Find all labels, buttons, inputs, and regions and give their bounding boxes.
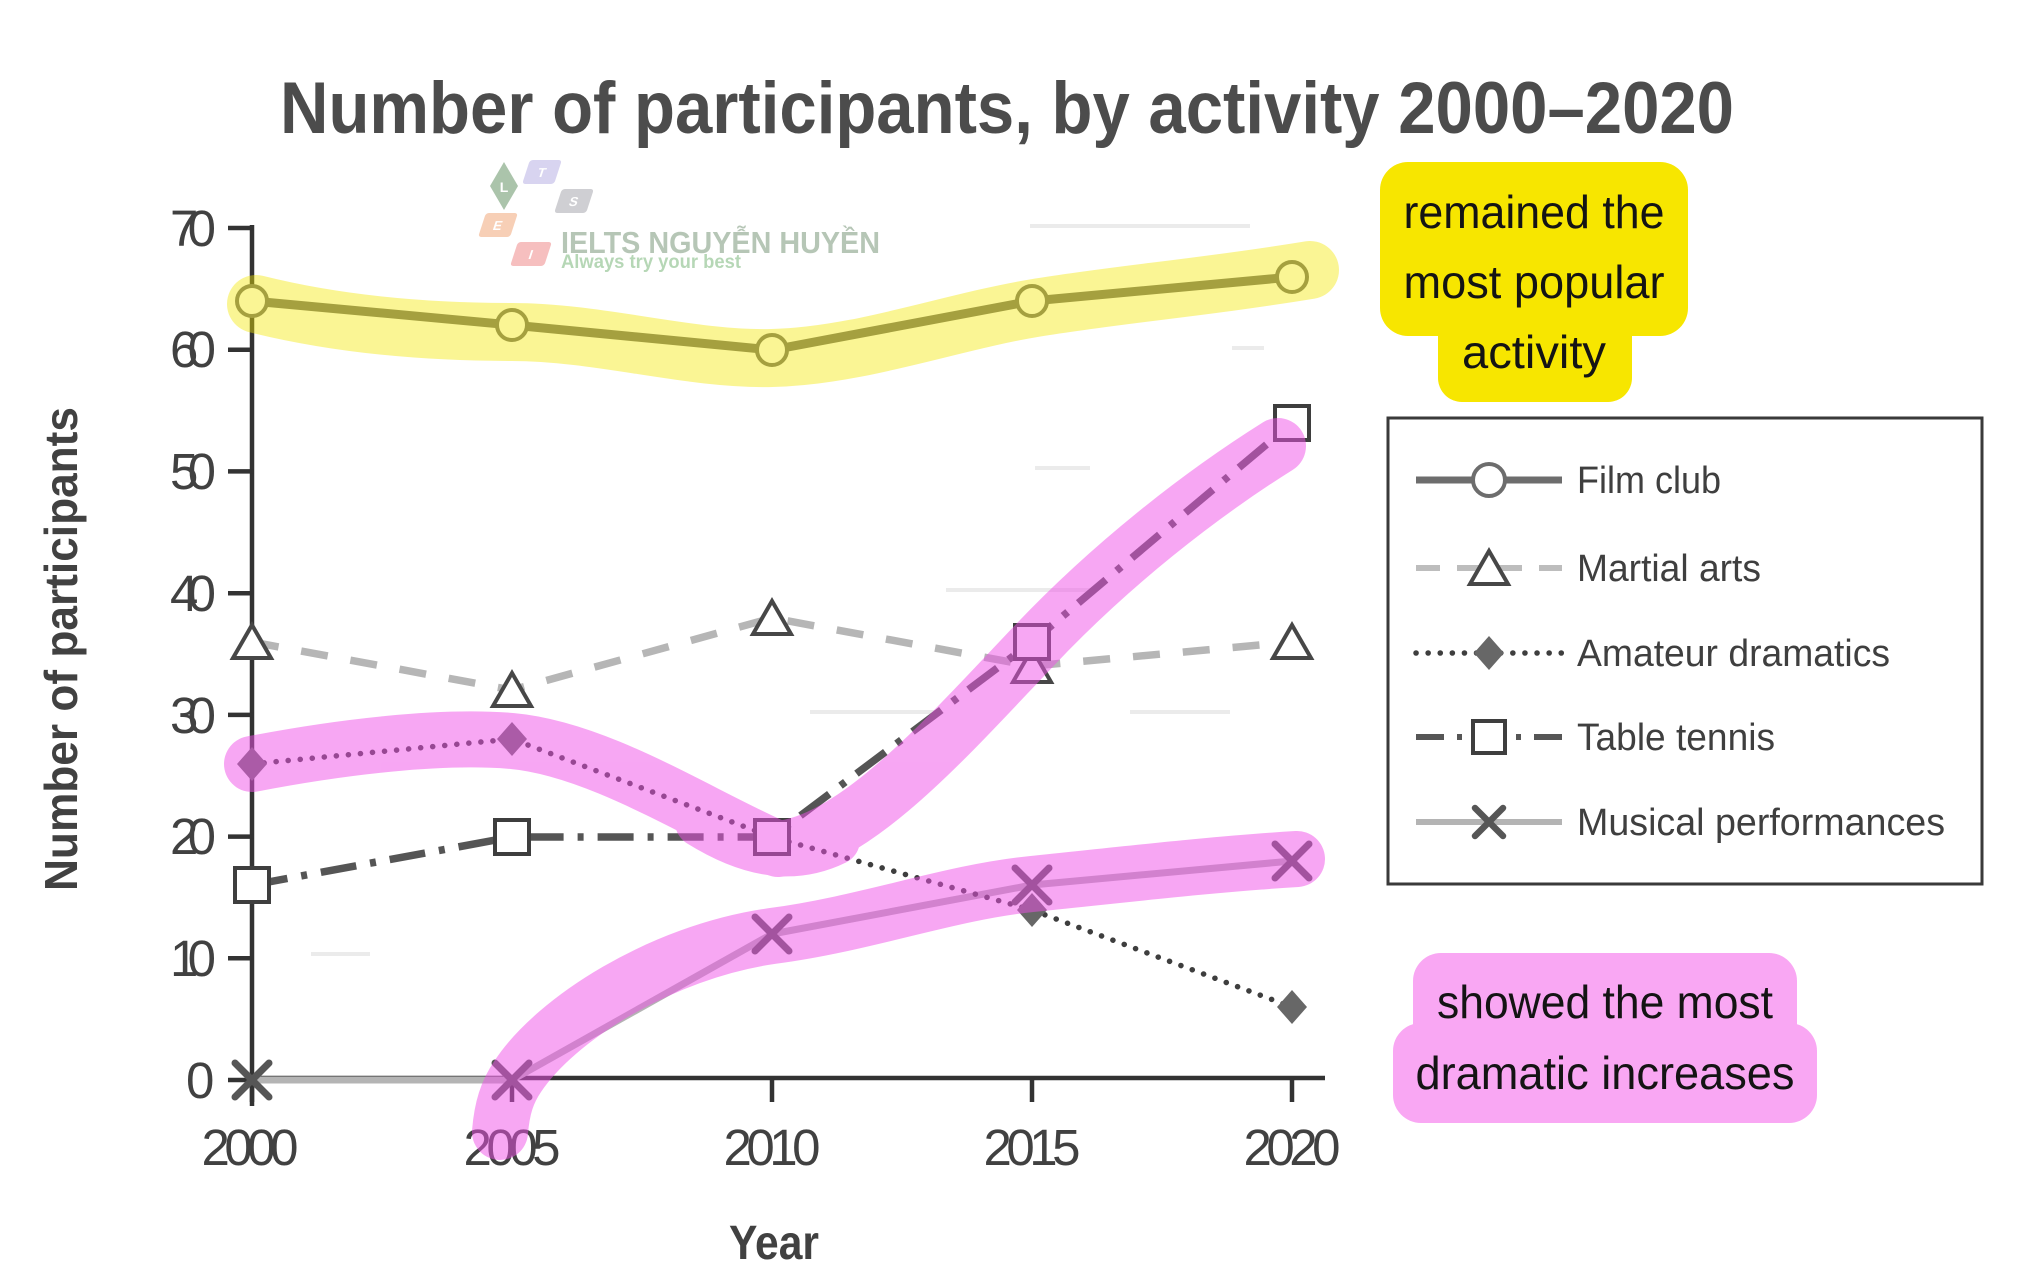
svg-text:Number of participants: Number of participants [35, 407, 87, 891]
svg-text:showed the most: showed the most [1437, 976, 1773, 1028]
svg-text:Number of participants, by act: Number of participants, by activity 2000… [280, 68, 1734, 149]
svg-text:0: 0 [186, 1052, 214, 1109]
svg-text:Always try your best: Always try your best [561, 252, 742, 273]
svg-text:2000: 2000 [202, 1119, 299, 1176]
svg-text:Table tennis: Table tennis [1577, 717, 1775, 759]
svg-text:Year: Year [729, 1217, 819, 1270]
svg-text:2015: 2015 [984, 1119, 1081, 1176]
svg-text:20: 20 [170, 808, 216, 865]
svg-text:dramatic increases: dramatic increases [1416, 1047, 1795, 1099]
svg-text:10: 10 [170, 930, 216, 987]
svg-text:Amateur dramatics: Amateur dramatics [1577, 633, 1890, 675]
svg-text:40: 40 [170, 565, 216, 622]
svg-text:60: 60 [170, 321, 216, 378]
svg-text:50: 50 [170, 443, 216, 500]
svg-text:Martial arts: Martial arts [1577, 548, 1761, 590]
svg-text:Film club: Film club [1577, 460, 1721, 502]
svg-text:IELTS NGUYỄN HUYỀN: IELTS NGUYỄN HUYỀN [561, 225, 880, 260]
svg-text:remained the: remained the [1404, 186, 1665, 238]
svg-text:30: 30 [170, 687, 216, 744]
svg-text:activity: activity [1462, 326, 1606, 378]
svg-text:most popular: most popular [1404, 256, 1665, 308]
svg-text:I: I [527, 247, 535, 262]
svg-text:Musical performances: Musical performances [1577, 802, 1945, 844]
svg-text:L: L [500, 179, 509, 195]
svg-text:2010: 2010 [724, 1119, 821, 1176]
svg-text:2020: 2020 [1244, 1119, 1341, 1176]
svg-text:70: 70 [170, 200, 216, 257]
